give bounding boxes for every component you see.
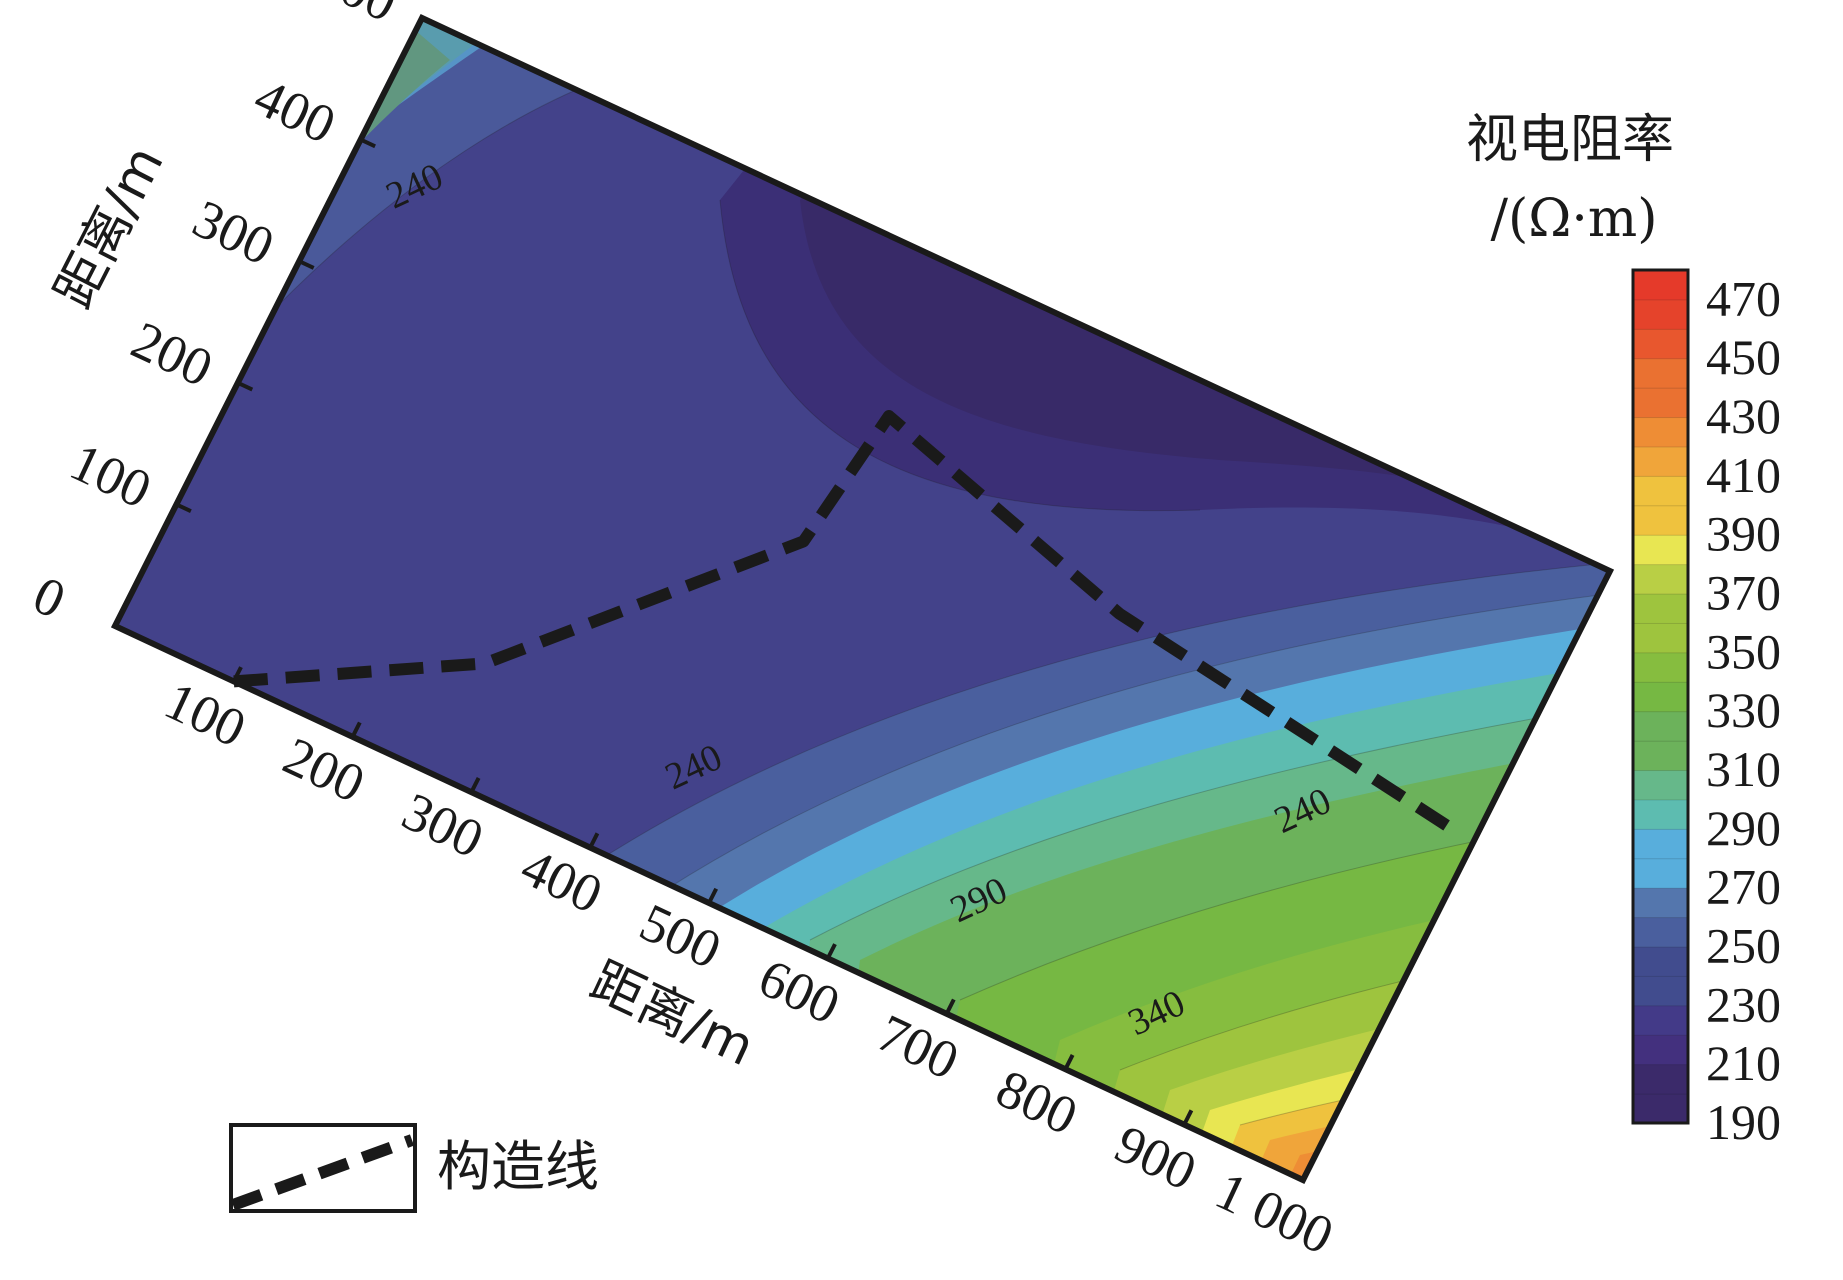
colorbar-tick-label: 410: [1706, 447, 1781, 503]
colorbar-tick-label: 270: [1706, 859, 1781, 915]
x-tick-label: 1 000: [1207, 1160, 1342, 1266]
x-tick-mark: [707, 887, 718, 904]
y-tick-mark: [175, 502, 192, 513]
colorbar-band: [1632, 387, 1689, 419]
colorbar-band: [1632, 828, 1689, 860]
colorbar-title-line2: /(Ω·m): [1490, 189, 1657, 249]
colorbar-band: [1632, 740, 1689, 772]
colorbar-band: [1632, 445, 1689, 477]
colorbar-band: [1632, 651, 1689, 683]
colorbar-band: [1632, 622, 1689, 654]
x-tick-mark: [944, 998, 956, 1015]
legend-label: 构造线: [437, 1135, 599, 1198]
colorbar-band: [1632, 534, 1689, 566]
y-tick-label: 300: [184, 188, 283, 277]
colorbar-tick-label: 250: [1706, 918, 1781, 974]
y-tick-label: 500: [307, 0, 406, 34]
colorbar-bands: [1632, 269, 1689, 1124]
plot-frame: [110, 14, 1615, 1184]
y-tick-label: 200: [123, 310, 222, 399]
y-tick-mark: [359, 137, 376, 149]
colorbar-band: [1632, 1093, 1689, 1124]
colorbar-band: [1632, 475, 1689, 507]
x-tick-mark: [588, 832, 600, 849]
colorbar-tick-label: 230: [1706, 976, 1781, 1032]
colorbar-tick-label: 190: [1706, 1094, 1781, 1150]
colorbar-band: [1632, 975, 1689, 1007]
x-tick-mark: [1182, 1109, 1194, 1126]
colorbar-band: [1632, 328, 1689, 360]
colorbar-band: [1632, 710, 1689, 742]
colorbar-band: [1632, 357, 1689, 389]
x-tick-mark: [1301, 1164, 1312, 1181]
colorbar-tick-label: 390: [1706, 506, 1781, 562]
colorbar-labels: 4704504304103903703503303102902702502302…: [1706, 270, 1781, 1150]
colorbar-band: [1632, 269, 1689, 301]
legend-swatch-dashed-line: [230, 1134, 415, 1211]
colorbar-tick-label: 350: [1706, 623, 1781, 679]
y-axis-title: 距离/m: [44, 137, 176, 318]
structure-line: [233, 410, 1455, 834]
colorbar-band: [1632, 298, 1689, 330]
colorbar-tick-label: 290: [1706, 800, 1781, 856]
colorbar-tick-label: 210: [1706, 1035, 1781, 1091]
legend: 构造线: [229, 1123, 599, 1213]
colorbar-tick-label: 310: [1706, 741, 1781, 797]
colorbar-band: [1632, 563, 1689, 595]
x-tick-mark: [1063, 1054, 1075, 1071]
y-tick-label: 0: [24, 564, 74, 630]
colorbar-title-line1: 视电阻率: [1466, 110, 1674, 170]
colorbar-band: [1632, 416, 1689, 448]
colorbar-band: [1632, 916, 1689, 948]
colorbar-tick-label: 450: [1706, 329, 1781, 385]
x-tick-mark: [350, 721, 362, 738]
colorbar-band: [1632, 946, 1689, 977]
y-tick-mark: [421, 16, 438, 27]
colorbar-frame: [1631, 268, 1690, 1125]
y-tick-label: 100: [61, 431, 160, 520]
colorbar-band: [1632, 1004, 1689, 1036]
colorbar-band: [1632, 1034, 1689, 1066]
y-tick-label: 400: [246, 67, 345, 156]
colorbar-band: [1632, 593, 1689, 624]
colorbar-tick-label: 430: [1706, 388, 1781, 444]
x-axis-title: 距离/m: [581, 951, 762, 1078]
colorbar-tick-label: 370: [1706, 565, 1781, 621]
x-tick-mark: [469, 777, 481, 794]
colorbar-tick-label: 330: [1706, 682, 1781, 738]
y-tick-mark: [236, 380, 254, 392]
y-tick-mark: [298, 259, 315, 270]
colorbar-band: [1632, 857, 1689, 889]
colorbar-band: [1632, 681, 1689, 713]
colorbar-band: [1632, 887, 1689, 919]
colorbar-tick-label: 470: [1706, 270, 1781, 326]
colorbar-band: [1632, 1063, 1689, 1095]
colorbar-band: [1632, 769, 1689, 801]
colorbar-band: [1632, 504, 1689, 536]
colorbar-band: [1632, 798, 1689, 830]
x-tick-mark: [826, 943, 837, 960]
colorbar: 视电阻率 /(Ω·m) 4704504304103903703503303102…: [1466, 110, 1781, 1150]
